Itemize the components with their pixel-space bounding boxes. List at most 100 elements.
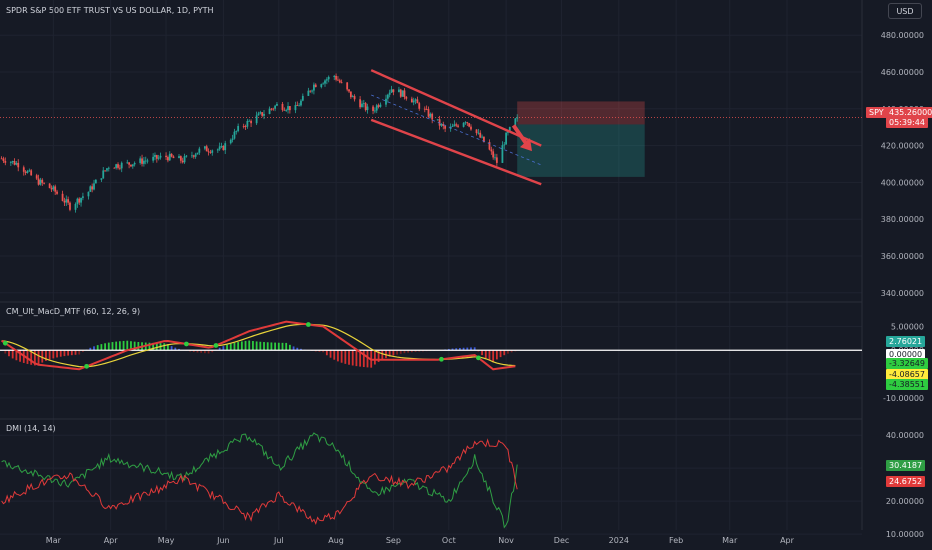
candle-body xyxy=(172,156,175,159)
candle-body xyxy=(451,126,454,127)
dmi-indicator-title[interactable]: DMI (14, 14) xyxy=(6,424,56,433)
pane-dividers xyxy=(0,0,863,530)
macd-line xyxy=(1,320,516,371)
candle-body xyxy=(17,162,20,168)
candle-body xyxy=(198,148,201,153)
x-tick-label: Jul xyxy=(273,536,284,545)
candle-body xyxy=(94,179,97,184)
macd-cross-dot xyxy=(184,341,189,347)
candle-body xyxy=(514,118,517,128)
short-position-target-zone xyxy=(517,124,645,177)
bar-countdown-tag: 05:39:44 xyxy=(886,117,928,128)
macd-histogram-bar xyxy=(11,350,14,359)
macd-histogram-bar xyxy=(163,343,166,351)
candle-body xyxy=(414,99,417,101)
candle-body xyxy=(2,158,5,161)
macd-histogram-bar xyxy=(399,350,402,354)
candle-body xyxy=(464,122,467,124)
candle-body xyxy=(205,146,208,152)
macd-histogram-bar xyxy=(45,350,47,361)
candle-body xyxy=(403,90,406,98)
macd-histogram-bar xyxy=(233,342,236,351)
candle-body xyxy=(401,90,404,97)
macd-histogram-bar xyxy=(477,350,480,352)
y-tick-label: 5.00000 xyxy=(891,322,924,331)
macd-histogram-bar xyxy=(381,350,384,360)
macd-histogram-bar xyxy=(451,348,454,351)
candle-body xyxy=(444,126,447,129)
macd-indicator-title[interactable]: CM_Ult_MacD_MTF (60, 12, 26, 9) xyxy=(6,307,141,316)
macd-histogram-bar xyxy=(385,350,387,359)
candle-body xyxy=(159,155,162,158)
candle-body xyxy=(207,151,210,153)
macd-histogram-bar xyxy=(455,348,458,351)
candle-body xyxy=(431,113,434,120)
candle-body xyxy=(26,171,29,173)
x-tick-label: 2024 xyxy=(609,536,629,545)
candle-body xyxy=(203,146,206,149)
macd-histogram-bar xyxy=(37,350,40,365)
candle-body xyxy=(52,186,55,190)
candle-body xyxy=(416,99,419,104)
macd-histogram-bar xyxy=(459,347,461,351)
macd-histogram-bar xyxy=(337,350,339,362)
candle-body xyxy=(157,157,160,159)
macd-histogram-bar xyxy=(473,347,476,351)
candle-body xyxy=(13,161,16,165)
candle-body xyxy=(268,108,271,114)
candle-body xyxy=(192,155,195,157)
candle-body xyxy=(455,124,458,126)
candle-body xyxy=(54,186,57,192)
currency-selector[interactable]: USD xyxy=(888,3,922,19)
x-tick-label: Jun xyxy=(216,536,230,545)
candle-body xyxy=(74,204,77,210)
candle-body xyxy=(385,98,387,105)
candle-body xyxy=(126,162,129,164)
macd-pane xyxy=(0,320,862,371)
candle-body xyxy=(30,170,33,176)
macd-histogram-bar xyxy=(481,350,483,356)
macd-histogram-bar xyxy=(396,350,398,355)
macd-histogram-bar xyxy=(351,350,354,366)
macd-histogram-bar xyxy=(148,342,151,351)
candle-body xyxy=(194,154,197,157)
candle-body xyxy=(457,125,459,127)
macd-value-tag-2: -4.08657 xyxy=(886,369,928,380)
candle-body xyxy=(481,136,483,138)
candle-body xyxy=(276,103,278,106)
candle-body xyxy=(69,202,71,210)
candle-body xyxy=(39,179,42,185)
candle-body xyxy=(283,109,286,111)
candle-body xyxy=(50,188,53,190)
x-tick-label: Oct xyxy=(442,536,456,545)
macd-histogram-bar xyxy=(292,346,295,351)
macd-histogram-bar xyxy=(30,350,33,365)
candle-body xyxy=(309,90,312,92)
candle-body xyxy=(165,155,167,158)
candle-body xyxy=(398,89,400,93)
macd-zero-tag: 0.00000 xyxy=(886,349,926,360)
candle-body xyxy=(82,196,84,198)
candle-body xyxy=(113,167,116,169)
macd-histogram-bar xyxy=(466,347,469,351)
macd-histogram-bar xyxy=(333,350,336,360)
candle-body xyxy=(63,200,66,203)
candle-body xyxy=(490,149,493,152)
candle-body xyxy=(320,84,323,88)
candle-body xyxy=(501,145,504,163)
macd-histogram-bar xyxy=(410,350,413,353)
macd-histogram-bar xyxy=(56,350,58,358)
macd-histogram-bar xyxy=(96,345,99,351)
macd-histogram-bar xyxy=(266,342,269,351)
candle-body xyxy=(100,178,103,180)
macd-histogram-bar xyxy=(4,350,7,354)
macd-histogram-bar xyxy=(107,342,110,351)
macd-histogram-tag: 2.76021 xyxy=(886,336,926,347)
macd-histogram-bar xyxy=(373,350,376,365)
macd-histogram-bar xyxy=(488,350,491,361)
macd-histogram-bar xyxy=(362,350,365,368)
macd-histogram-bar xyxy=(178,348,180,351)
candle-body xyxy=(37,178,40,185)
macd-histogram-bar xyxy=(222,346,225,351)
